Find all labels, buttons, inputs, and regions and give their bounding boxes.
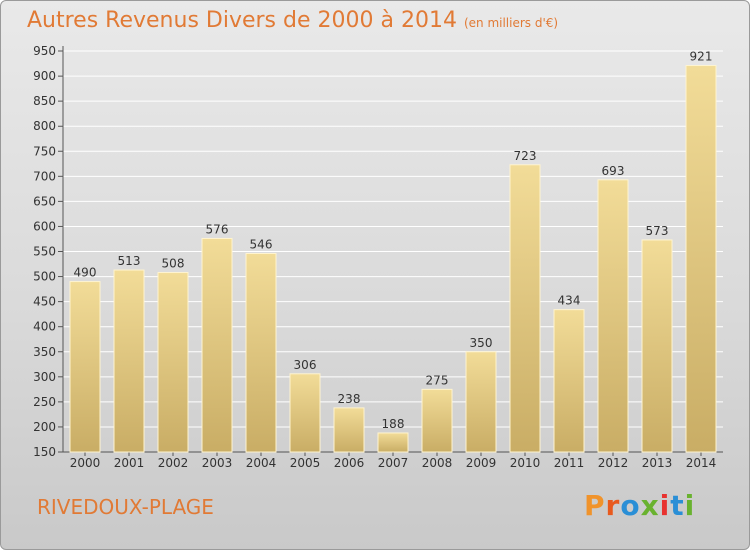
x-tick-label: 2009 [466,456,497,470]
bar-2000 [69,281,101,453]
x-tick-label: 2011 [554,456,585,470]
bar-2003 [201,237,233,453]
x-tick-label: 2010 [510,456,541,470]
bars [69,65,717,453]
logo-letter: i [684,489,696,522]
bar-2010 [509,164,541,453]
y-tick-label: 800 [33,119,56,133]
data-label-2009: 350 [470,336,493,350]
data-label-2004: 546 [250,238,273,252]
logo-letter: t [670,489,685,522]
y-tick-label: 150 [33,445,56,459]
data-label-2010: 723 [514,149,537,163]
data-label-2005: 306 [294,358,317,372]
y-tick-label: 600 [33,219,56,233]
y-tick-label: 650 [33,194,56,208]
x-tick-label: 2004 [246,456,277,470]
y-tick-label: 200 [33,420,56,434]
city-name: RIVEDOUX-PLAGE [37,495,214,519]
logo-letter: r [605,489,621,522]
bar-2001 [113,269,145,453]
x-tick-label: 2014 [686,456,717,470]
y-tick-label: 550 [33,245,56,259]
data-label-2014: 921 [690,50,713,64]
data-label-2011: 434 [558,294,581,308]
logo-letter: o [620,489,641,522]
y-tick-label: 250 [33,395,56,409]
bar-2012 [597,179,629,453]
y-tick-label: 450 [33,295,56,309]
bar-2011 [553,309,585,453]
bar-2002 [157,272,189,453]
y-tick-label: 350 [33,345,56,359]
x-tick-label: 2012 [598,456,629,470]
x-tick-label: 2007 [378,456,409,470]
y-tick-label: 950 [33,44,56,58]
data-label-2013: 573 [646,224,669,238]
labels: 490 513 508 576 546 306 238 188 275 350 723 434 693 5… [74,50,713,431]
bar-2014 [685,65,717,453]
bar-2007 [377,432,409,453]
data-label-2002: 508 [162,257,185,271]
chart-title-text: Autres Revenus Divers de 2000 à 2014 [27,8,457,33]
data-label-2008: 275 [426,373,449,387]
logo-letter: x [640,489,660,522]
x-tick-label: 2000 [70,456,101,470]
x-tick-label: 2002 [158,456,189,470]
data-label-2012: 693 [602,164,625,178]
bar-2013 [641,239,673,453]
x-tick-label: 2003 [202,456,233,470]
y-tick-label: 400 [33,320,56,334]
logo-letter: i [659,489,671,522]
x-tick-label: 2001 [114,456,145,470]
data-label-2006: 238 [338,392,361,406]
x-tick-label: 2013 [642,456,673,470]
y-tick-label: 850 [33,94,56,108]
y-tick-label: 750 [33,144,56,158]
data-label-2000: 490 [74,266,97,280]
y-tick-label: 700 [33,169,56,183]
y-tick-label: 900 [33,69,56,83]
y-tick-label: 300 [33,370,56,384]
x-tick-label: 2006 [334,456,365,470]
bar-2009 [465,351,497,453]
bar-2006 [333,407,365,453]
chart-title: Autres Revenus Divers de 2000 à 2014 (en… [27,8,558,33]
bar-2008 [421,388,453,453]
logo-letter: P [584,489,606,522]
bar-2005 [289,373,321,453]
y-tick-label: 500 [33,270,56,284]
proxiti-logo[interactable]: Proxiti [584,489,695,522]
data-label-2001: 513 [118,254,141,268]
x-tick-label: 2005 [290,456,321,470]
chart-subtitle: (en milliers d'€) [463,16,559,30]
x-tick-label: 2008 [422,456,453,470]
data-label-2003: 576 [206,222,229,236]
bar-2004 [245,253,277,453]
data-label-2007: 188 [382,417,405,431]
